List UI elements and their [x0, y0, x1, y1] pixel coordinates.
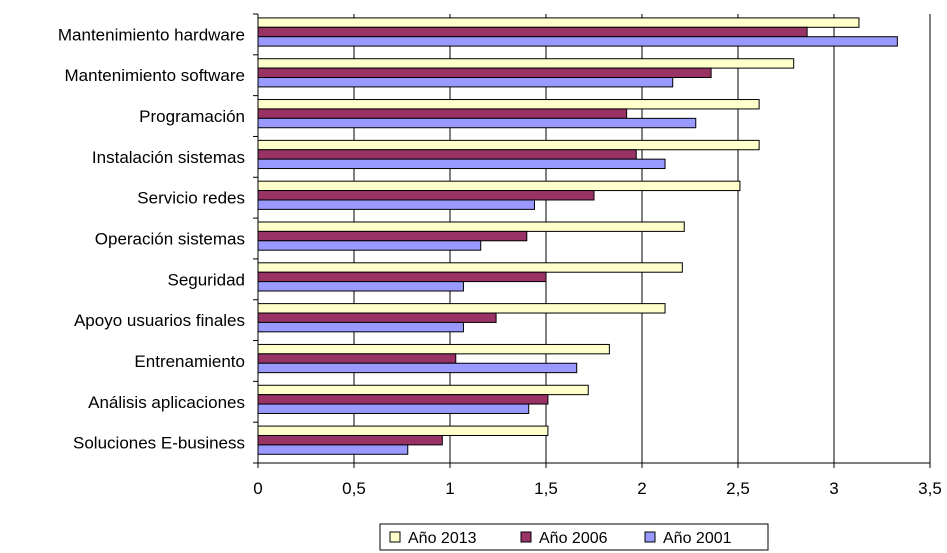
category-label: Entrenamiento	[134, 352, 245, 371]
bar-2001	[257, 321, 464, 333]
bar-2006	[257, 149, 637, 160]
bar-2013	[257, 58, 795, 69]
legend-swatch	[520, 531, 532, 543]
bar-2006	[257, 108, 628, 119]
bar-2001	[257, 199, 535, 210]
legend: Año 2013 Año 2006 Año 2001	[379, 523, 769, 551]
x-tick-label: 2,5	[726, 479, 750, 498]
bar-2013	[257, 139, 760, 151]
bar-2001	[257, 362, 578, 374]
bar-2013	[257, 343, 610, 355]
bar-2001	[257, 36, 898, 47]
bar-2013	[257, 425, 549, 436]
bar-2013	[257, 17, 860, 28]
bar-2006	[257, 394, 549, 405]
bar-2006	[257, 26, 808, 38]
bar-2006	[257, 190, 595, 201]
x-tick-label: 0	[253, 479, 262, 498]
bar-2006	[257, 230, 528, 242]
bar-2001	[257, 403, 530, 414]
axes	[253, 13, 931, 468]
category-labels: Mantenimiento hardware Mantenimiento soft…	[58, 25, 245, 452]
x-tick-labels: 0 0,5 1 1,5 2 2,5 3 3,5	[253, 479, 942, 498]
category-label: Seguridad	[167, 270, 245, 289]
bar-2013	[257, 221, 685, 232]
category-label: Programación	[139, 107, 245, 126]
bar-2013	[257, 262, 683, 273]
bar-2006	[257, 312, 497, 323]
bar-2001	[257, 77, 674, 88]
category-label: Análisis aplicaciones	[88, 393, 245, 412]
category-label: Mantenimiento hardware	[58, 25, 245, 44]
bar-2013	[257, 384, 589, 396]
bar-2001	[257, 158, 666, 170]
category-label: Soluciones E-business	[73, 434, 245, 453]
bar-2013	[257, 303, 666, 314]
bar-2001	[257, 281, 464, 292]
category-label: Servicio redes	[137, 189, 245, 208]
bar-2001	[257, 444, 409, 455]
bar-2001	[257, 117, 697, 129]
bars	[257, 17, 898, 455]
bar-2006	[257, 353, 457, 364]
bar-2006	[257, 434, 443, 446]
category-label: Apoyo usuarios finales	[74, 311, 245, 330]
x-tick-label: 3,5	[918, 479, 942, 498]
x-tick-label: 3	[829, 479, 838, 498]
x-tick-label: 1	[445, 479, 454, 498]
bar-2013	[257, 180, 741, 192]
category-label: Instalación sistemas	[92, 148, 245, 167]
category-label: Mantenimiento software	[65, 66, 245, 85]
x-tick-label: 2	[637, 479, 646, 498]
legend-label: Año 2006	[539, 530, 608, 547]
x-tick-label: 0,5	[342, 479, 366, 498]
bar-2001	[257, 240, 482, 251]
legend-swatch	[644, 531, 656, 543]
legend-box	[379, 523, 769, 551]
bar-2006	[257, 67, 712, 79]
bar-2013	[257, 99, 760, 110]
grid-lines	[353, 14, 931, 463]
legend-swatch	[389, 531, 401, 543]
bar-2006	[257, 271, 547, 283]
legend-label: Año 2013	[408, 530, 477, 547]
x-tick-label: 1,5	[534, 479, 558, 498]
category-label: Operación sistemas	[95, 230, 245, 249]
legend-label: Año 2001	[663, 530, 732, 547]
